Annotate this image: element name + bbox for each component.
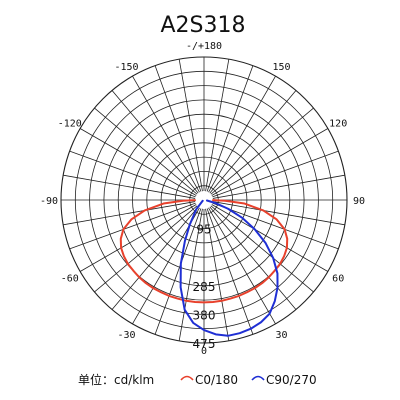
chart-title: A2S318 xyxy=(160,13,245,38)
series-line-0 xyxy=(119,199,289,304)
grid-spoke xyxy=(206,65,254,192)
grid-spoke xyxy=(211,204,329,272)
radial-tick-label: 475 xyxy=(193,337,216,351)
grid-spoke xyxy=(63,201,196,226)
grid-spoke xyxy=(212,150,339,198)
grid-spoke xyxy=(212,202,339,250)
angle-label: -30 xyxy=(117,330,135,341)
grid-spoke xyxy=(210,107,314,195)
legend-swatch-c90-270 xyxy=(251,375,265,381)
angle-label: 60 xyxy=(332,274,344,285)
angle-label: 150 xyxy=(272,62,290,73)
radial-tick-label: 95 xyxy=(196,223,211,237)
grid-spoke xyxy=(212,201,345,226)
legend-swatch-c0-180 xyxy=(180,375,194,381)
radial-tick-label: 285 xyxy=(193,280,216,294)
grid-spoke xyxy=(208,75,276,193)
angle-labels: -/+180 -150 150 -120 120 -90 90 -60 60 -30 30 0 xyxy=(40,41,365,357)
grid-spoke xyxy=(208,207,276,325)
grid-spoke xyxy=(212,174,345,199)
grid-spoke xyxy=(206,208,254,335)
radial-labels: 95 285 380 475 xyxy=(193,223,216,351)
legend-label-c0-180: C0/180 xyxy=(195,373,238,387)
grid-spoke xyxy=(79,128,197,196)
grid-spoke xyxy=(205,59,230,192)
grid-spoke xyxy=(111,90,199,194)
legend: 单位：cd/klm C0/180 C90/270 xyxy=(78,372,317,387)
grid-spoke xyxy=(211,128,329,196)
grid-spoke xyxy=(94,205,198,293)
grid-spoke xyxy=(111,206,199,310)
angle-label: -150 xyxy=(114,62,138,73)
angle-label: 90 xyxy=(353,196,365,207)
angle-label: -60 xyxy=(61,274,79,285)
grid-spoke xyxy=(209,90,297,194)
series-group xyxy=(119,199,289,337)
grid-spoke xyxy=(132,75,200,193)
angle-label: 0 xyxy=(201,346,207,357)
angle-label: 30 xyxy=(275,330,287,341)
grid-spoke xyxy=(178,208,203,341)
grid-spoke xyxy=(154,65,202,192)
legend-label-c90-270: C90/270 xyxy=(266,373,317,387)
grid-spoke xyxy=(205,208,230,341)
grid-spoke xyxy=(94,107,198,195)
angle-label: -/+180 xyxy=(186,41,222,52)
radial-tick-label: 380 xyxy=(193,308,216,322)
grid-spoke xyxy=(69,202,196,250)
angle-label: -90 xyxy=(40,196,58,207)
grid-spoke xyxy=(210,205,314,293)
grid-spoke xyxy=(209,206,297,310)
grid-spoke xyxy=(79,204,197,272)
grid-spoke xyxy=(178,59,203,192)
angle-label: 120 xyxy=(329,119,347,130)
polar-grid xyxy=(60,56,348,344)
grid-spoke xyxy=(63,174,196,199)
grid-spoke xyxy=(69,150,196,198)
unit-label: 单位：cd/klm xyxy=(78,372,154,387)
series-line-1 xyxy=(179,199,279,337)
grid-spoke xyxy=(154,208,202,335)
angle-label: -120 xyxy=(58,119,82,130)
